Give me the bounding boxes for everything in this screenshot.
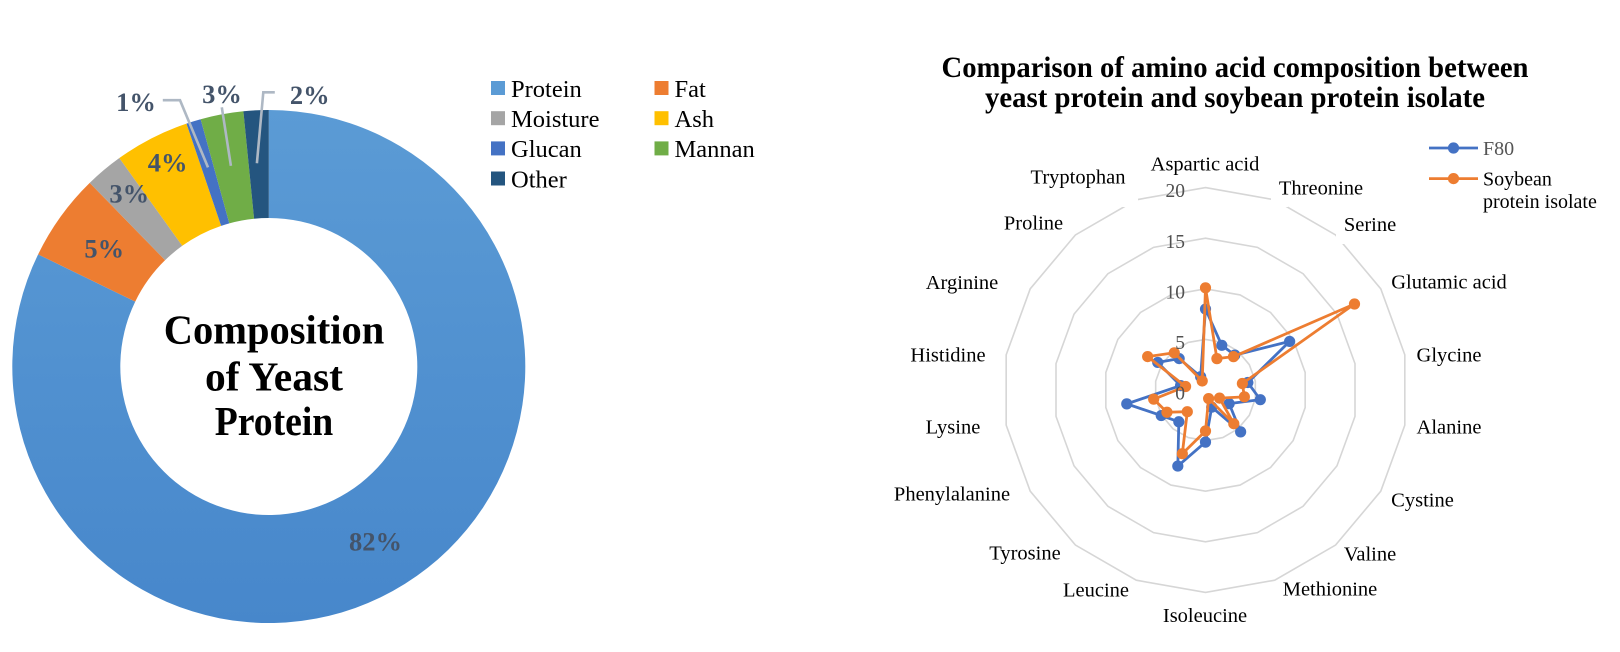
svg-text:Other: Other (511, 166, 567, 193)
svg-text:Threonine: Threonine (1279, 177, 1363, 199)
svg-text:Isoleucine: Isoleucine (1163, 605, 1247, 627)
svg-text:Aspartic acid: Aspartic acid (1151, 153, 1260, 175)
svg-text:Proline: Proline (1004, 212, 1063, 234)
svg-text:Histidine: Histidine (910, 344, 985, 366)
svg-text:Protein: Protein (215, 398, 334, 444)
svg-text:Fat: Fat (675, 76, 707, 103)
svg-text:Ash: Ash (675, 106, 714, 133)
svg-text:Arginine: Arginine (926, 272, 999, 294)
svg-text:Mannan: Mannan (675, 136, 755, 163)
svg-text:Glycine: Glycine (1417, 344, 1482, 366)
svg-text:4%: 4% (148, 147, 188, 177)
svg-text:protein isolate: protein isolate (1483, 191, 1597, 213)
svg-text:Valine: Valine (1344, 543, 1396, 565)
svg-text:Composition: Composition (164, 306, 385, 352)
svg-text:yeast protein and soybean prot: yeast protein and soybean protein isolat… (985, 81, 1485, 114)
svg-text:F80: F80 (1483, 138, 1514, 160)
svg-text:Leucine: Leucine (1063, 579, 1129, 601)
svg-text:Phenylalanine: Phenylalanine (894, 483, 1010, 505)
svg-text:Tyrosine: Tyrosine (989, 542, 1060, 564)
svg-text:Serine: Serine (1344, 214, 1396, 236)
svg-text:Moisture: Moisture (511, 106, 600, 133)
svg-text:Soybean: Soybean (1483, 168, 1552, 190)
svg-text:Lysine: Lysine (926, 416, 981, 438)
svg-text:Methionine: Methionine (1283, 578, 1378, 600)
svg-text:Cystine: Cystine (1391, 489, 1454, 511)
svg-text:Tryptophan: Tryptophan (1031, 166, 1126, 188)
svg-text:5: 5 (1175, 333, 1185, 354)
svg-text:Protein: Protein (511, 76, 582, 103)
svg-text:3%: 3% (109, 178, 149, 208)
svg-text:3%: 3% (202, 79, 242, 109)
svg-text:Glutamic acid: Glutamic acid (1391, 271, 1507, 293)
svg-text:Alanine: Alanine (1417, 416, 1482, 438)
svg-text:15: 15 (1166, 232, 1186, 253)
svg-text:10: 10 (1166, 282, 1186, 303)
svg-text:20: 20 (1166, 181, 1186, 202)
svg-text:5%: 5% (84, 233, 124, 263)
svg-text:Comparison of amino acid compo: Comparison of amino acid composition bet… (942, 51, 1529, 84)
svg-text:Glucan: Glucan (511, 136, 582, 163)
svg-text:0: 0 (1175, 384, 1185, 405)
svg-text:82%: 82% (349, 527, 402, 557)
svg-text:of Yeast: of Yeast (205, 353, 343, 399)
svg-text:1%: 1% (116, 87, 156, 117)
svg-text:2%: 2% (290, 80, 330, 110)
